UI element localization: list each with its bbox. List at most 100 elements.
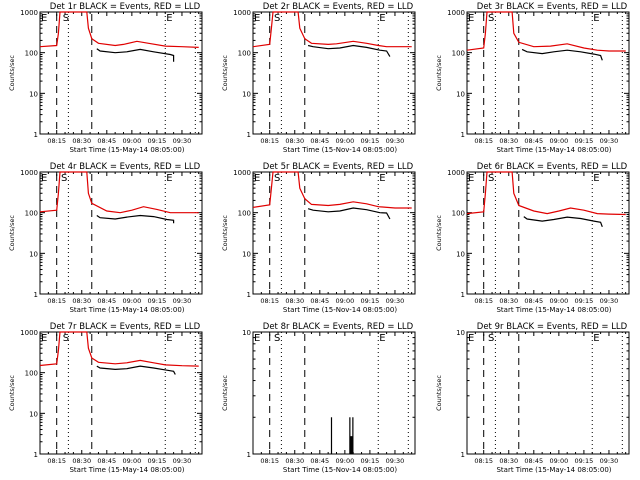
chart-title: Det 1r BLACK = Events, RED = LLD xyxy=(50,2,201,12)
x-tick-label: 09:30 xyxy=(600,457,619,465)
interval-marker-label: S xyxy=(63,13,69,24)
x-tick-label: 09:15 xyxy=(361,297,380,305)
x-tick-label: 08:15 xyxy=(47,457,66,465)
x-tick-label: 08:30 xyxy=(499,457,518,465)
x-tick-label: 08:15 xyxy=(474,297,493,305)
chart-title: Det 9r BLACK = Events, RED = LLD xyxy=(477,322,628,332)
x-tick-label: 08:30 xyxy=(499,297,518,305)
detector-panel: Det 4r BLACK = Events, RED = LLD 1 10 100 10… xyxy=(0,160,213,320)
x-tick-label: 08:15 xyxy=(47,137,66,145)
plot-frame xyxy=(252,11,416,135)
x-tick-label: 09:30 xyxy=(600,297,619,305)
plot-frame xyxy=(466,171,630,295)
interval-marker-label: E xyxy=(41,13,47,24)
y-tick-label: 100 xyxy=(452,210,465,218)
y-tick-label: 100 xyxy=(25,210,38,218)
x-tick-label: 08:30 xyxy=(285,457,304,465)
interval-marker-label: S xyxy=(63,333,69,344)
x-tick-label: 08:15 xyxy=(260,457,279,465)
x-tick-label: 09:15 xyxy=(575,137,594,145)
y-tick-label: 1 xyxy=(34,451,38,459)
interval-marker-label: E xyxy=(593,13,599,24)
x-tick-label: 09:00 xyxy=(335,137,354,145)
x-axis-label: Start Time (15-May-14 08:05:00) xyxy=(496,466,611,474)
x-tick-label: 08:45 xyxy=(97,457,116,465)
x-tick-label: 09:00 xyxy=(122,137,141,145)
interval-marker-label: S xyxy=(274,13,280,24)
y-tick-label: 1 xyxy=(34,131,38,139)
interval-marker-label: E xyxy=(254,333,260,344)
chart-svg: Det 7r BLACK = Events, RED = LLD 1 10 100 10… xyxy=(8,322,203,474)
y-tick-label: 100 xyxy=(452,50,465,58)
y-tick-label: 1000 xyxy=(20,169,38,177)
plot-frame xyxy=(466,11,630,135)
y-tick-label: 10 xyxy=(242,250,251,258)
x-tick-label: 09:15 xyxy=(575,457,594,465)
x-tick-label: 08:30 xyxy=(499,137,518,145)
lld-series-line xyxy=(252,171,412,209)
x-axis-label: Start Time (15-May-14 08:05:00) xyxy=(496,306,611,314)
x-tick-label: 08:15 xyxy=(474,457,493,465)
interval-marker-label: E xyxy=(379,173,385,184)
x-tick-label: 09:30 xyxy=(600,137,619,145)
lld-series-line xyxy=(466,171,626,216)
interval-marker-label: E xyxy=(166,333,172,344)
chart-title: Det 5r BLACK = Events, RED = LLD xyxy=(263,162,414,172)
chart-title: Det 8r BLACK = Events, RED = LLD xyxy=(263,322,414,332)
x-tick-label: 08:30 xyxy=(72,137,91,145)
lld-series-line xyxy=(39,171,199,214)
x-tick-label: 09:15 xyxy=(575,297,594,305)
interval-marker-label: E xyxy=(468,333,474,344)
y-tick-label: 1000 xyxy=(20,329,38,337)
chart-svg: Det 4r BLACK = Events, RED = LLD 1 10 100 10… xyxy=(8,162,203,314)
y-axis-label: Counts/sec xyxy=(435,55,443,91)
interval-marker-label: S xyxy=(61,173,67,184)
x-tick-label: 09:30 xyxy=(173,457,192,465)
interval-marker-label: E xyxy=(468,173,474,184)
events-series-line xyxy=(96,365,176,375)
x-tick-label: 09:30 xyxy=(386,297,405,305)
chart-svg: Det 6r BLACK = Events, RED = LLD 1 10 100 10… xyxy=(435,162,630,314)
y-tick-label: 10 xyxy=(242,90,251,98)
y-axis-label: Counts/sec xyxy=(221,55,229,91)
interval-marker-label: E xyxy=(254,13,260,24)
x-tick-label: 08:45 xyxy=(310,457,329,465)
x-tick-label: 08:45 xyxy=(524,297,543,305)
x-tick-label: 09:15 xyxy=(148,297,167,305)
interval-marker-label: E xyxy=(166,173,172,184)
interval-marker-label: E xyxy=(593,333,599,344)
y-tick-label: 1 xyxy=(461,291,465,299)
interval-marker-label: S xyxy=(488,173,494,184)
chart-svg: Det 9r BLACK = Events, RED = LLD 1 10 08:15… xyxy=(435,322,630,474)
x-tick-label: 09:15 xyxy=(148,457,167,465)
x-tick-label: 08:30 xyxy=(285,297,304,305)
x-tick-label: 08:45 xyxy=(97,297,116,305)
y-tick-label: 1000 xyxy=(233,9,251,17)
x-tick-label: 09:15 xyxy=(361,457,380,465)
y-tick-label: 1000 xyxy=(447,9,465,17)
y-tick-label: 10 xyxy=(456,90,465,98)
x-tick-label: 08:30 xyxy=(72,457,91,465)
x-tick-label: 09:00 xyxy=(549,297,568,305)
chart-svg: Det 1r BLACK = Events, RED = LLD 1 10 100 10… xyxy=(8,2,203,154)
x-tick-label: 09:30 xyxy=(386,457,405,465)
x-tick-label: 08:15 xyxy=(260,137,279,145)
detector-panel: Det 2r BLACK = Events, RED = LLD 1 10 100 10… xyxy=(213,0,426,160)
x-axis-label: Start Time (15-Nov-14 08:05:00) xyxy=(283,466,397,474)
x-tick-label: 09:30 xyxy=(173,297,192,305)
interval-marker-label: E xyxy=(593,173,599,184)
interval-marker-label: E xyxy=(379,333,385,344)
plot-frame xyxy=(252,171,416,295)
x-axis-label: Start Time (15-Nov-14 08:05:00) xyxy=(283,306,397,314)
x-tick-label: 08:15 xyxy=(260,297,279,305)
y-axis-label: Counts/sec xyxy=(435,375,443,411)
events-series-line xyxy=(96,48,175,62)
x-tick-label: 08:45 xyxy=(97,137,116,145)
chart-title: Det 4r BLACK = Events, RED = LLD xyxy=(50,162,201,172)
events-series-line xyxy=(521,48,603,61)
y-tick-label: 10 xyxy=(29,410,38,418)
x-tick-label: 08:30 xyxy=(72,297,91,305)
chart-svg: Det 3r BLACK = Events, RED = LLD 1 10 100 10… xyxy=(435,2,630,154)
interval-marker-label: E xyxy=(41,173,47,184)
y-tick-label: 10 xyxy=(29,90,38,98)
